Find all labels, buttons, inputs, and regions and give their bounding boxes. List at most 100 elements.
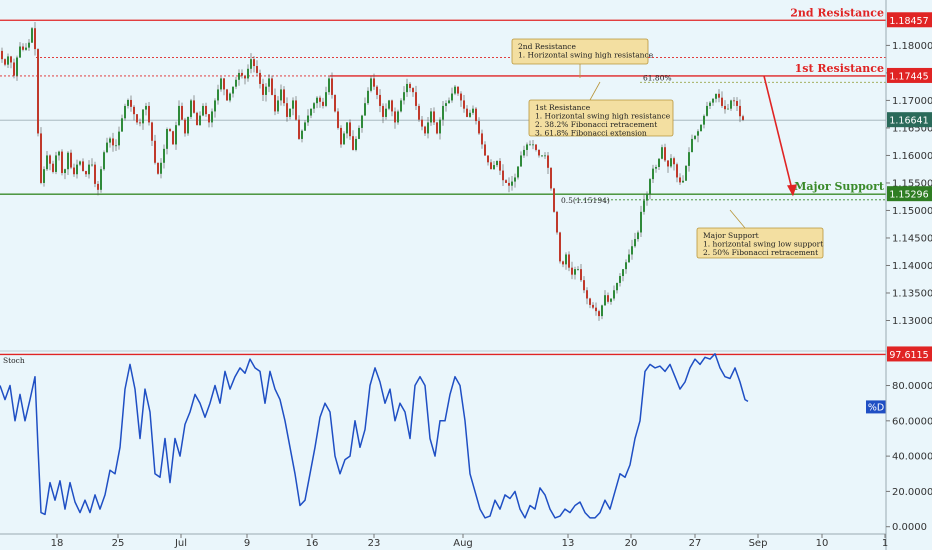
candle-body [358,127,360,139]
candle-body [706,105,708,116]
candle-body [442,105,444,120]
candle-body [520,155,522,167]
candle-body [634,239,636,247]
candle-body [535,144,537,150]
candle-body [70,152,72,168]
candle-body [406,83,408,93]
candle-body [1,50,3,60]
candle-body [472,108,474,113]
candle-body [568,254,570,268]
candle-body [718,93,720,98]
candle-body [619,276,621,283]
candle-body [727,108,729,110]
candle-body [130,99,132,107]
candle-body [376,86,378,95]
candle-body [265,86,267,95]
candle-body [679,177,681,183]
candle-body [733,100,735,102]
candle-body [13,62,15,76]
candle-body [100,169,102,190]
candle-body [484,144,486,156]
stoch-tick-label: 40.0000 [892,452,932,463]
candle-body [157,162,159,174]
candle-body [709,102,711,106]
candle-body [163,148,165,163]
candle-body [160,162,162,174]
candle-body [448,100,450,104]
candle-body [532,144,534,146]
candle-body [214,100,216,112]
candle-body [637,232,639,240]
candle-body [136,114,138,123]
candle-body [259,72,261,84]
candle-body [409,83,411,89]
candle-body [454,86,456,94]
candle-body [52,163,54,172]
stoch-level-badge [887,346,932,362]
x-tick-label: 10 [816,538,829,549]
candle-body [142,109,144,124]
candle-body [196,112,198,126]
candle-body [490,162,492,170]
candle-body [529,144,531,146]
candle-body [244,75,246,79]
candle-body [538,149,540,156]
candle-body [124,105,126,119]
price-grid: 2nd Resistance 1st Resistance 61.80% Major … [0,6,932,352]
candle-body [580,269,582,281]
candle-body [724,105,726,110]
candle-body [505,180,507,183]
candle-body [169,129,171,132]
candle-body [373,78,375,87]
candle-body [388,100,390,109]
candle-body [391,100,393,112]
price-tick-label: 1.15500 [892,178,932,189]
x-tick-label: 20 [625,538,638,549]
candle-body [85,171,87,175]
candle-body [295,100,297,120]
candlesticks [1,22,744,321]
stoch-legend-label: %D [868,402,884,413]
candle-body [16,57,18,76]
candle-body [139,122,141,124]
candle-body [499,160,501,171]
annotation-major-support-box [696,227,824,259]
candle-body [688,152,690,166]
first-resistance-label: 1st Resistance [795,62,884,75]
candle-body [121,118,123,132]
candle-body [61,151,63,174]
candle-body [40,133,42,183]
candle-body [631,246,633,255]
candle-body [550,167,552,189]
candle-body [385,108,387,117]
stoch-tick-label: 0.0000 [892,522,927,533]
candle-body [190,100,192,117]
candle-body [310,108,312,116]
candle-body [205,105,207,115]
major-support-badge [887,186,932,202]
annotation-first-resistance-box [528,99,674,137]
candle-body [415,92,417,106]
candle-body [235,79,237,87]
candle-body [676,164,678,178]
candle-body [589,298,591,305]
candle-body [229,93,231,101]
candle-body [613,290,615,299]
candle-body [556,211,558,233]
candle-body [112,138,114,146]
candle-body [298,119,300,139]
candle-body [742,116,744,120]
candle-body [199,115,201,126]
candle-body [547,155,549,168]
candle-body [286,103,288,117]
candle-body [607,295,609,302]
candle-body [79,161,81,165]
candle-body [643,200,645,212]
annotation-major-support-line: Major Support [703,231,759,240]
candle-body [226,89,228,101]
candle-body [301,130,303,139]
candle-body [208,114,210,123]
candle-body [307,115,309,123]
candle-body [43,169,45,183]
